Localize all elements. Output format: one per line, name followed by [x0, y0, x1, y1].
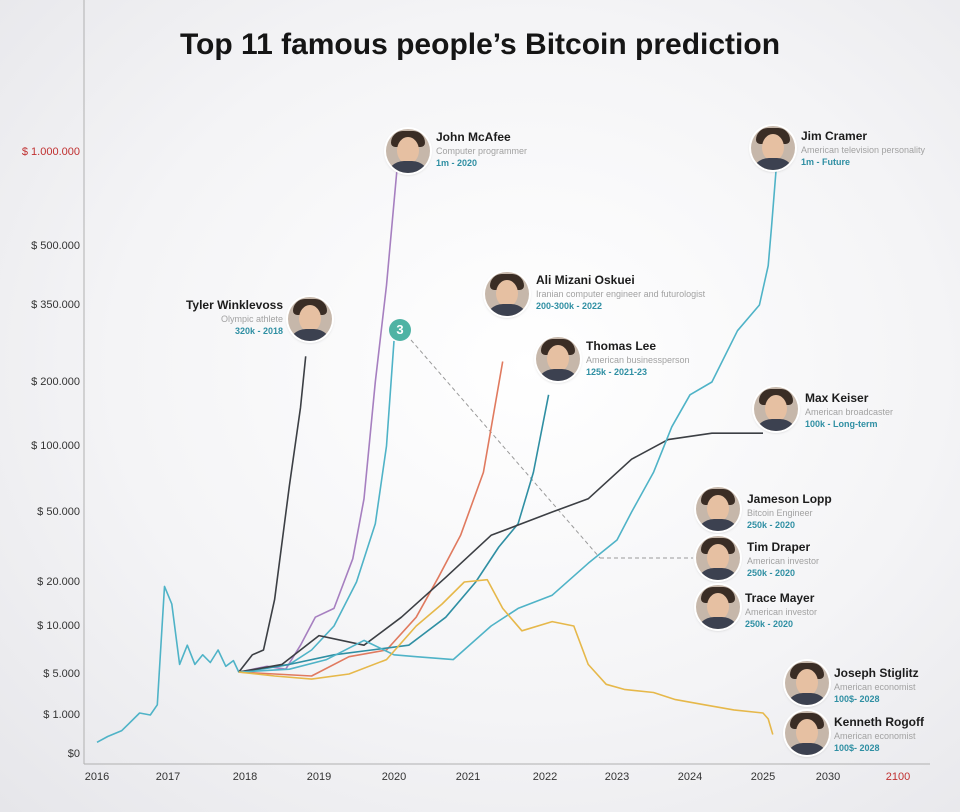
- annotation-john-mcafee: John McAfee Computer programmer 1m - 202…: [436, 130, 706, 168]
- series-line-kenneth-rogoff: [238, 578, 774, 735]
- person-prediction: 320k - 2018: [234, 326, 283, 336]
- x-tick-label: 2030: [815, 771, 841, 783]
- x-tick-label: 2017: [155, 771, 181, 783]
- x-tick-label: 2018: [232, 771, 258, 783]
- person-prediction: 200-300k - 2022: [536, 301, 603, 311]
- person-role: Iranian computer engineer and futurologi…: [536, 289, 706, 299]
- person-name: Kenneth Rogoff: [834, 715, 924, 729]
- person-prediction: 100k - Long-term: [805, 419, 878, 429]
- x-tick-label: 2100: [885, 771, 911, 783]
- y-tick-label: $ 350.000: [31, 299, 80, 311]
- person-role: Olympic athlete: [220, 314, 283, 324]
- kenneth-rogoff-avatar: [785, 711, 829, 755]
- y-tick-label: $ 50.000: [37, 506, 80, 518]
- trace-mayer-avatar: [696, 585, 740, 629]
- series-line-max-keiser: [238, 432, 763, 673]
- series-line-ali-mizani-oskuei: [238, 361, 504, 677]
- y-tick-label: $ 200.000: [31, 376, 80, 388]
- person-name: Max Keiser: [805, 391, 869, 405]
- person-prediction: 250k - 2020: [745, 619, 794, 629]
- annotation-max-keiser: Max Keiser American broadcaster 100k - L…: [805, 391, 955, 429]
- y-tick-label: $ 1.000: [43, 709, 80, 721]
- annotation-tyler-winklevoss: Tyler Winklevoss Olympic athlete 320k - …: [13, 298, 283, 336]
- person-role: Computer programmer: [436, 146, 528, 156]
- annotation-kenneth-rogoff: Kenneth Rogoff American economist 100$- …: [834, 715, 954, 753]
- person-prediction: 1m - 2020: [436, 158, 478, 168]
- person-role: American television personality: [801, 145, 926, 155]
- series-line-thomas-lee: [238, 394, 550, 673]
- series-group: [96, 161, 777, 744]
- y-tick-label: $ 10.000: [37, 620, 80, 632]
- person-name: Tyler Winklevoss: [185, 298, 283, 312]
- thomas-lee-avatar: [536, 337, 580, 381]
- person-prediction: 100$- 2028: [834, 694, 880, 704]
- person-prediction: 100$- 2028: [834, 743, 880, 753]
- tim-draper-avatar: [696, 536, 740, 580]
- series-line-tim-draper: [238, 170, 777, 673]
- person-name: Joseph Stiglitz: [834, 666, 919, 680]
- person-name: Trace Mayer: [745, 591, 815, 605]
- person-role: American investor: [747, 556, 820, 566]
- annotation-jameson-lopp: Jameson Lopp Bitcoin Engineer 250k - 202…: [747, 492, 947, 530]
- max-keiser-avatar: [754, 387, 798, 431]
- person-prediction: 1m - Future: [801, 157, 851, 167]
- person-name: John McAfee: [436, 130, 511, 144]
- annotation-joseph-stiglitz: Joseph Stiglitz American economist 100$-…: [834, 666, 954, 704]
- joseph-stiglitz-avatar: [785, 661, 829, 705]
- person-role: American broadcaster: [805, 407, 894, 417]
- y-tick-label: $ 500.000: [31, 240, 80, 252]
- ali-mizani-oskuei-avatar: [485, 272, 529, 316]
- series-line-john-mcafee: [238, 161, 399, 673]
- annotation-ali-mizani-oskuei: Ali Mizani Oskuei Iranian computer engin…: [536, 273, 806, 311]
- annotation-jim-cramer: Jim Cramer American television personali…: [801, 129, 956, 167]
- person-role: American economist: [834, 682, 916, 692]
- person-name: Jameson Lopp: [747, 492, 832, 506]
- person-role: American economist: [834, 731, 916, 741]
- annotation-thomas-lee: Thomas Lee American businessperson 125k …: [586, 339, 856, 377]
- person-name: Ali Mizani Oskuei: [536, 273, 635, 287]
- x-tick-label: 2023: [604, 771, 630, 783]
- x-tick-label: 2022: [532, 771, 558, 783]
- x-tick-label: 2025: [750, 771, 776, 783]
- y-tick-label: $ 5.000: [43, 668, 80, 680]
- annotation-tim-draper: Tim Draper American investor 250k - 2020: [747, 540, 947, 578]
- badge-leader-line: [410, 339, 601, 559]
- person-prediction: 125k - 2021-23: [586, 367, 648, 377]
- chart-title: Top 11 famous people’s Bitcoin predictio…: [179, 28, 781, 61]
- x-tick-label: 2021: [455, 771, 481, 783]
- jim-cramer-avatar: [751, 126, 795, 170]
- count-badge: 3: [389, 319, 411, 341]
- x-tick-label: 2016: [84, 771, 110, 783]
- person-role: Bitcoin Engineer: [747, 508, 813, 518]
- series-line-tyler-winklevoss: [238, 356, 307, 673]
- x-tick-label: 2024: [677, 771, 703, 783]
- series-line-history: [96, 585, 240, 744]
- x-tick-label: 2019: [306, 771, 332, 783]
- person-name: Tim Draper: [747, 540, 811, 554]
- person-role: American businessperson: [586, 355, 690, 365]
- person-name: Thomas Lee: [586, 339, 657, 353]
- john-mcafee-avatar: [386, 129, 430, 173]
- person-prediction: 250k - 2020: [747, 568, 796, 578]
- x-tick-label: 2020: [381, 771, 407, 783]
- y-tick-label: $0: [67, 748, 80, 760]
- y-tick-label: $ 100.000: [31, 440, 80, 452]
- y-tick-label: $ 20.000: [37, 576, 80, 588]
- series-line-jameson-lopp: [238, 340, 395, 673]
- person-role: American investor: [745, 607, 818, 617]
- tyler-winklevoss-avatar: [288, 297, 332, 341]
- y-tick-label: $ 1.000.000: [21, 146, 80, 158]
- person-prediction: 250k - 2020: [747, 520, 796, 530]
- person-name: Jim Cramer: [801, 129, 868, 143]
- annotation-trace-mayer: Trace Mayer American investor 250k - 202…: [745, 591, 945, 629]
- jameson-lopp-avatar: [696, 487, 740, 531]
